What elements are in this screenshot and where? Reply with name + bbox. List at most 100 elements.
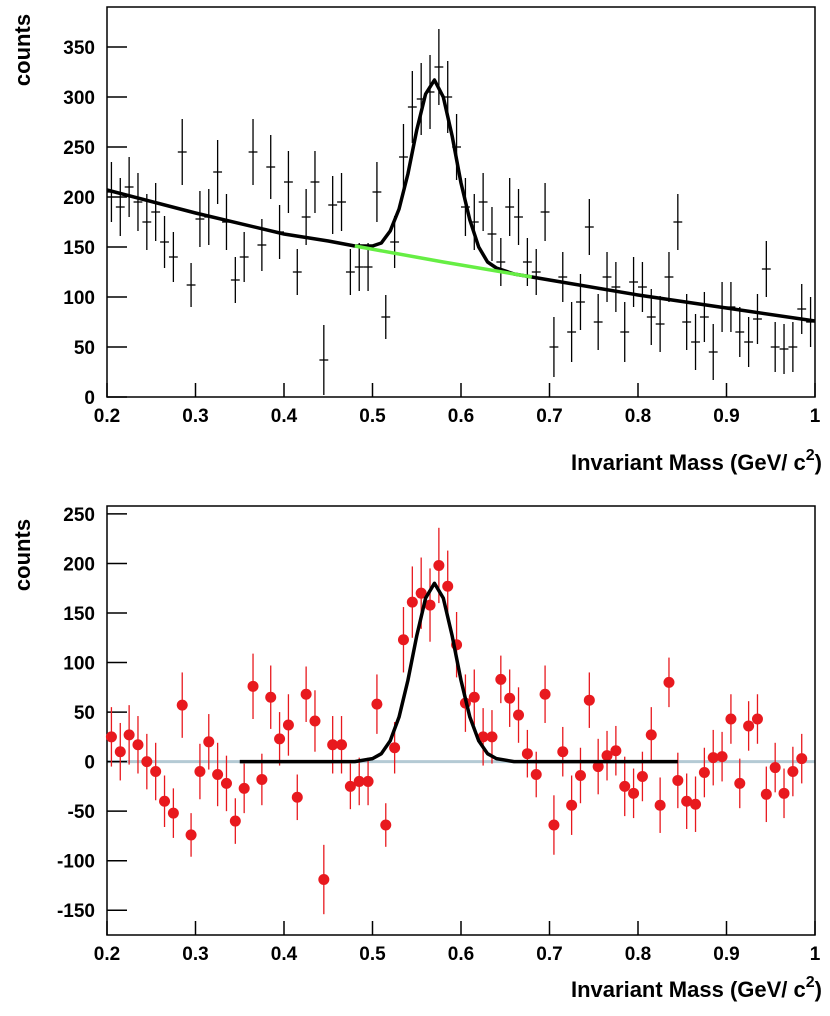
data-point xyxy=(592,761,604,773)
y-tick-label: 250 xyxy=(63,505,95,526)
data-point xyxy=(530,768,542,780)
data-point xyxy=(796,753,808,765)
data-point xyxy=(114,746,126,758)
x-tick-label: 0.6 xyxy=(448,944,474,965)
data-point xyxy=(150,766,162,778)
data-point xyxy=(548,819,560,831)
data-point xyxy=(167,807,179,819)
y-axis-label: counts xyxy=(10,519,35,591)
data-point xyxy=(362,775,374,787)
data-point xyxy=(583,694,595,706)
data-point xyxy=(716,751,728,763)
fit-curve xyxy=(354,244,533,279)
data-point xyxy=(159,795,171,807)
x-tick-label: 0.4 xyxy=(271,406,298,427)
x-tick-label: 0.7 xyxy=(536,406,562,427)
data-point xyxy=(132,739,144,751)
fit-curve xyxy=(106,78,816,323)
x-axis-label-part: 2 xyxy=(806,447,815,464)
data-point xyxy=(105,731,117,743)
data-point xyxy=(336,739,348,751)
x-axis-label-part: ) xyxy=(815,977,822,1002)
data-point xyxy=(415,587,427,599)
y-tick-label: 350 xyxy=(63,38,95,59)
x-tick-label: 0.4 xyxy=(271,944,298,965)
data-point xyxy=(238,782,250,794)
y-tick-label: 250 xyxy=(63,138,95,159)
data-point xyxy=(769,762,781,774)
y-tick-label: 50 xyxy=(74,703,95,724)
x-axis-label: Invariant Mass (GeV/ c2) xyxy=(571,974,822,1002)
data-point xyxy=(309,715,321,727)
y-tick-label: 50 xyxy=(74,338,95,359)
data-point xyxy=(690,798,702,810)
data-point xyxy=(539,688,551,700)
y-tick-label: -150 xyxy=(57,901,95,922)
data-point xyxy=(610,745,622,757)
x-axis-label-part: Invariant Mass (GeV/ c xyxy=(571,450,806,475)
y-tick-label: -100 xyxy=(57,852,95,873)
data-point xyxy=(557,746,569,758)
x-tick-label: 1 xyxy=(810,406,821,427)
data-point xyxy=(212,768,224,780)
data-point xyxy=(389,742,401,754)
data-point xyxy=(353,775,365,787)
x-tick-label: 0.3 xyxy=(182,406,208,427)
x-tick-label: 0.6 xyxy=(448,406,474,427)
data-point xyxy=(220,777,232,789)
data-point xyxy=(574,769,586,781)
data-point xyxy=(203,736,215,748)
data-point xyxy=(645,729,657,741)
data-point xyxy=(300,688,312,700)
data-point xyxy=(787,766,799,778)
fit-curve xyxy=(239,581,678,764)
x-tick-label: 0.3 xyxy=(182,944,208,965)
plot-frame xyxy=(106,6,816,398)
data-point xyxy=(486,731,498,743)
data-point xyxy=(725,713,737,725)
y-tick-label: 150 xyxy=(63,238,95,259)
data-point xyxy=(477,731,489,743)
data-point xyxy=(274,733,286,745)
x-tick-label: 1 xyxy=(810,944,821,965)
data-point xyxy=(707,752,719,764)
data-point xyxy=(751,713,763,725)
x-tick-label: 0.9 xyxy=(713,406,739,427)
data-point xyxy=(256,773,268,785)
data-point xyxy=(327,739,339,751)
x-tick-label: 0.2 xyxy=(94,406,120,427)
data-point xyxy=(672,774,684,786)
x-tick-label: 0.5 xyxy=(359,944,386,965)
data-point xyxy=(628,787,640,799)
y-tick-label: -50 xyxy=(68,802,95,823)
data-point xyxy=(371,698,383,710)
x-tick-label: 0.8 xyxy=(625,406,651,427)
data-point xyxy=(619,780,631,792)
data-point xyxy=(504,692,516,704)
data-point xyxy=(681,795,693,807)
data-point xyxy=(442,580,454,592)
data-point xyxy=(601,750,613,762)
data-point xyxy=(636,770,648,782)
y-axis-label: counts xyxy=(10,14,35,86)
data-point xyxy=(495,673,507,685)
data-point xyxy=(406,596,418,608)
data-point xyxy=(265,691,277,703)
data-point xyxy=(123,729,135,741)
data-point xyxy=(176,699,188,711)
data-point xyxy=(282,719,294,731)
data-point xyxy=(344,780,356,792)
data-point xyxy=(318,874,330,886)
data-point xyxy=(513,709,525,721)
x-tick-label: 0.2 xyxy=(94,944,120,965)
data-point xyxy=(397,634,409,646)
data-point xyxy=(291,791,303,803)
data-point xyxy=(229,815,241,827)
x-axis-label-part: 2 xyxy=(806,974,815,991)
data-point xyxy=(743,720,755,732)
data-point xyxy=(424,599,436,611)
data-point xyxy=(734,777,746,789)
data-point xyxy=(468,691,480,703)
